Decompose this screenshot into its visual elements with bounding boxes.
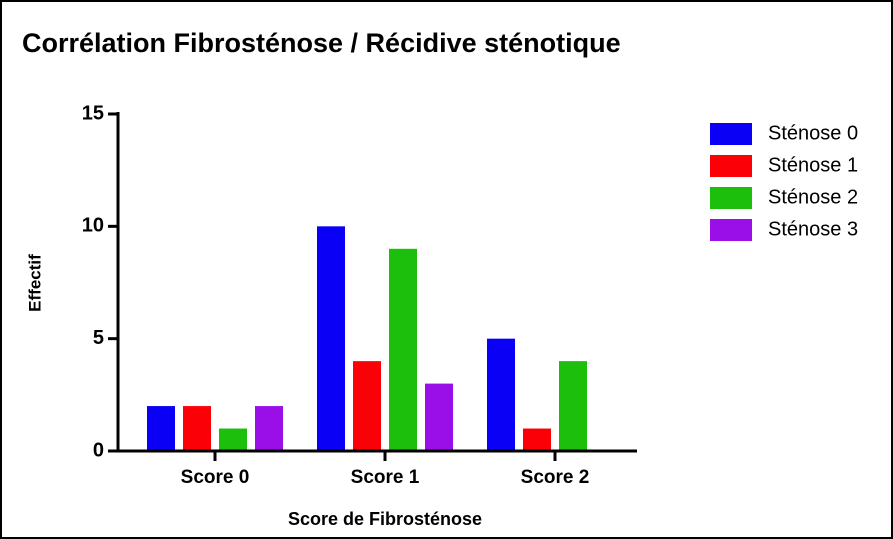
bar [317,226,345,451]
legend-label: Sténose 2 [768,186,858,208]
bar [183,406,211,451]
x-tick-label: Score 0 [181,467,250,488]
bar [353,361,381,451]
bar [425,383,453,451]
y-tick-label: 10 [82,215,104,237]
y-tick-label: 15 [82,102,104,124]
x-axis-title: Score de Fibrosténose [288,509,482,529]
chart-title: Corrélation Fibrosténose / Récidive stén… [22,28,621,58]
bar [523,428,551,451]
bar [487,338,515,451]
x-tick-label: Score 1 [351,467,420,488]
legend-label: Sténose 1 [768,154,858,176]
bar [219,428,247,451]
bar [255,406,283,451]
legend-swatch [710,123,752,145]
bar [147,406,175,451]
y-tick-label: 5 [93,327,104,349]
bar [559,361,587,451]
legend-swatch [710,155,752,177]
x-tick-label: Score 2 [521,467,590,488]
legend-label: Sténose 0 [768,122,858,144]
y-axis-title: Effectif [25,254,44,312]
legend-swatch [710,187,752,209]
y-tick-label: 0 [93,439,104,461]
legend-label: Sténose 3 [768,218,858,240]
legend-swatch [710,219,752,241]
bar [389,248,417,451]
